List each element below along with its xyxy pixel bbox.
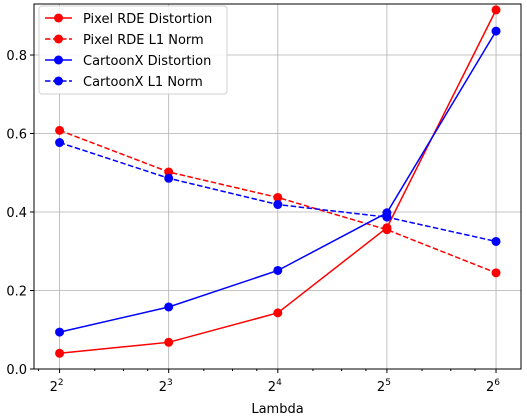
series-1 <box>55 125 501 278</box>
x-tick-label: 25 <box>377 378 391 395</box>
data-point <box>164 167 174 177</box>
data-point <box>55 138 65 148</box>
y-axis-ticks: 0.0 0.2 0.4 0.6 0.8 <box>6 49 34 378</box>
data-point <box>55 327 65 337</box>
x-tick-label-base: 2 <box>486 380 494 395</box>
legend: Pixel RDE Distortion Pixel RDE L1 Norm Car… <box>38 5 228 95</box>
data-point <box>491 26 501 36</box>
data-point <box>164 173 174 183</box>
series-group <box>55 5 501 358</box>
series-3 <box>55 138 501 246</box>
y-tick-label: 0.8 <box>6 49 27 64</box>
legend-marker <box>54 34 63 44</box>
x-tick-label-base: 2 <box>159 380 167 395</box>
data-point <box>55 348 65 358</box>
data-point <box>273 265 283 275</box>
legend-label: CartoonX L1 Norm <box>83 75 203 90</box>
y-tick-label: 0.6 <box>6 128 27 143</box>
x-tick-label-exponent: 4 <box>276 378 282 388</box>
data-point <box>273 200 283 210</box>
x-tick-label: 24 <box>268 378 282 395</box>
x-axis-label: Lambda <box>251 402 303 417</box>
legend-marker <box>54 55 63 65</box>
legend-box <box>38 5 228 95</box>
x-tick-label-exponent: 2 <box>58 378 64 388</box>
data-point <box>164 337 174 347</box>
data-point <box>273 308 283 318</box>
data-point <box>382 212 392 222</box>
x-axis-ticks: 22 23 24 25 26 <box>38 369 500 395</box>
plot-frame <box>33 3 522 370</box>
x-tick-label-base: 2 <box>377 380 385 395</box>
data-point <box>164 302 174 312</box>
data-point <box>491 5 501 15</box>
y-tick-label: 0.2 <box>6 285 27 300</box>
x-tick-label-exponent: 3 <box>167 378 173 388</box>
x-tick-label-base: 2 <box>50 380 58 395</box>
y-tick-label: 0.0 <box>6 363 27 378</box>
y-tick-label: 0.4 <box>6 206 27 221</box>
x-tick-label: 22 <box>50 378 64 395</box>
legend-label: Pixel RDE Distortion <box>83 12 212 27</box>
x-tick-label-exponent: 6 <box>494 378 500 388</box>
x-tick-label: 23 <box>159 378 173 395</box>
data-point <box>382 225 392 235</box>
series-2 <box>55 26 501 337</box>
data-point <box>491 268 501 278</box>
data-point <box>55 125 65 135</box>
x-tick-label-base: 2 <box>268 380 276 395</box>
legend-marker <box>54 76 63 86</box>
x-tick-label-exponent: 5 <box>385 378 391 388</box>
x-tick-label: 26 <box>486 378 500 395</box>
data-point <box>273 192 283 202</box>
data-point <box>491 236 501 246</box>
legend-marker <box>54 13 63 23</box>
legend-label: CartoonX Distortion <box>83 54 211 69</box>
legend-label: Pixel RDE L1 Norm <box>83 33 204 48</box>
